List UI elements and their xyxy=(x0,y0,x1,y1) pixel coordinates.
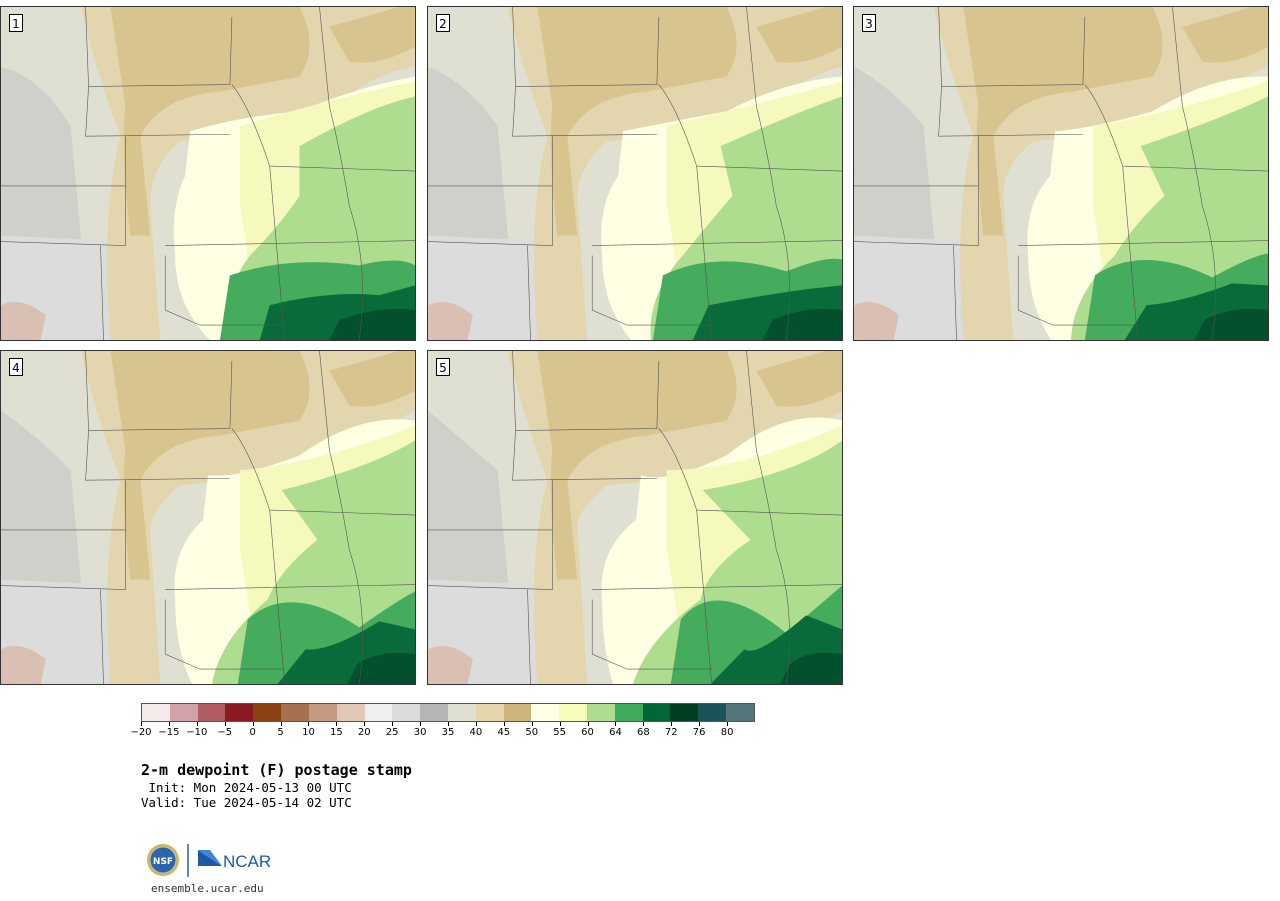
member-label: 1 xyxy=(9,14,23,32)
colorbar-tick xyxy=(671,722,673,726)
member-label: 3 xyxy=(862,14,876,32)
colorbar-swatch xyxy=(447,704,476,721)
site-url: ensemble.ucar.edu xyxy=(151,882,264,895)
dewpoint-map xyxy=(854,7,1268,340)
member-label: 4 xyxy=(9,358,23,376)
colorbar-tick xyxy=(503,722,505,726)
colorbar-tick-label: −10 xyxy=(186,727,208,738)
logos: NSF NCAR xyxy=(144,842,274,880)
colorbar-swatch xyxy=(364,704,393,721)
dewpoint-map xyxy=(428,7,842,340)
colorbar-swatch xyxy=(225,704,254,721)
colorbar-tick xyxy=(252,722,254,726)
colorbar-tick-label: 45 xyxy=(497,727,511,738)
colorbar-tick xyxy=(196,722,198,726)
colorbar-swatch xyxy=(169,704,198,721)
dewpoint-map xyxy=(1,351,415,684)
map-title: 2-m dewpoint (F) postage stamp xyxy=(141,761,412,779)
colorbar-tick-label: 20 xyxy=(357,727,371,738)
colorbar-swatch xyxy=(642,704,671,721)
colorbar xyxy=(141,703,755,722)
colorbar-tick-label: 76 xyxy=(692,727,706,738)
colorbar-tick xyxy=(531,722,533,726)
colorbar-swatch xyxy=(614,704,643,721)
colorbar-ticks: −20 −15 −10 −5 0 5 10 15 20 25 30 35 40 45 50 55 60 64 68 7… xyxy=(130,722,755,740)
colorbar-tick xyxy=(643,722,645,726)
colorbar-swatch xyxy=(670,704,699,721)
ensemble-member-map-2: 2 xyxy=(427,6,843,341)
ensemble-member-map-3: 3 xyxy=(853,6,1269,341)
dewpoint-map xyxy=(1,7,415,340)
colorbar-swatch xyxy=(281,704,309,721)
colorbar-tick-label: 10 xyxy=(302,727,315,738)
colorbar-tick xyxy=(699,722,701,726)
colorbar-tick-label: 0 xyxy=(249,727,256,738)
colorbar-swatch xyxy=(336,704,365,721)
colorbar-swatch xyxy=(587,704,615,721)
colorbar-tick-label: 60 xyxy=(581,727,594,738)
valid-time: Valid: Tue 2024-05-14 02 UTC xyxy=(141,795,352,810)
colorbar-tick-label: −5 xyxy=(217,727,233,738)
colorbar-tick-label: −15 xyxy=(158,727,180,738)
colorbar-tick xyxy=(308,722,310,726)
colorbar-swatch xyxy=(308,704,337,721)
colorbar-tick-label: 5 xyxy=(277,727,284,738)
colorbar-tick xyxy=(392,722,394,726)
colorbar-swatch xyxy=(420,704,448,721)
colorbar-tick-label: 25 xyxy=(385,727,399,738)
colorbar-swatch xyxy=(726,704,754,721)
colorbar-tick xyxy=(559,722,561,726)
colorbar-tick xyxy=(280,722,282,726)
ensemble-member-map-1: 1 xyxy=(0,6,416,341)
colorbar-swatch xyxy=(197,704,226,721)
colorbar-tick-label: 50 xyxy=(525,727,539,738)
colorbar-tick xyxy=(141,722,142,726)
member-label: 5 xyxy=(436,358,450,376)
ncar-logo-icon: NCAR xyxy=(198,850,271,871)
colorbar-tick xyxy=(615,722,617,726)
colorbar-tick-label: 68 xyxy=(636,727,650,738)
svg-text:NSF: NSF xyxy=(153,857,173,867)
colorbar-swatch xyxy=(142,704,170,721)
colorbar-swatch xyxy=(559,704,587,721)
nsf-logo-icon: NSF xyxy=(147,844,179,876)
colorbar-tick-label: 15 xyxy=(329,727,343,738)
ensemble-member-map-5: 5 xyxy=(427,350,843,685)
colorbar-tick xyxy=(364,722,366,726)
colorbar-tick xyxy=(727,722,729,726)
colorbar-tick xyxy=(475,722,477,726)
colorbar-tick-label: 64 xyxy=(609,727,622,738)
colorbar-swatch xyxy=(253,704,282,721)
init-time: Init: Mon 2024-05-13 00 UTC xyxy=(141,780,352,795)
colorbar-tick-label: 72 xyxy=(664,727,678,738)
colorbar-tick xyxy=(448,722,449,726)
colorbar-swatch xyxy=(698,704,727,721)
colorbar-tick-label: 30 xyxy=(413,727,427,738)
colorbar-tick-label: 40 xyxy=(469,727,483,738)
colorbar-tick xyxy=(420,722,422,726)
ensemble-member-map-4: 4 xyxy=(0,350,416,685)
colorbar-tick-label: 55 xyxy=(553,727,566,738)
colorbar-swatch xyxy=(503,704,532,721)
colorbar-tick xyxy=(168,722,170,726)
colorbar-swatch xyxy=(531,704,560,721)
colorbar-swatch xyxy=(392,704,421,721)
colorbar-tick xyxy=(336,722,338,726)
member-label: 2 xyxy=(436,14,450,32)
colorbar-tick xyxy=(224,722,226,726)
colorbar-swatch xyxy=(475,704,504,721)
colorbar-tick-label: 35 xyxy=(441,727,455,738)
colorbar-tick-label: 80 xyxy=(720,727,734,738)
colorbar-tick-label: −20 xyxy=(130,727,152,738)
dewpoint-map xyxy=(428,351,842,684)
colorbar-tick xyxy=(587,722,589,726)
svg-text:NCAR: NCAR xyxy=(223,852,271,871)
